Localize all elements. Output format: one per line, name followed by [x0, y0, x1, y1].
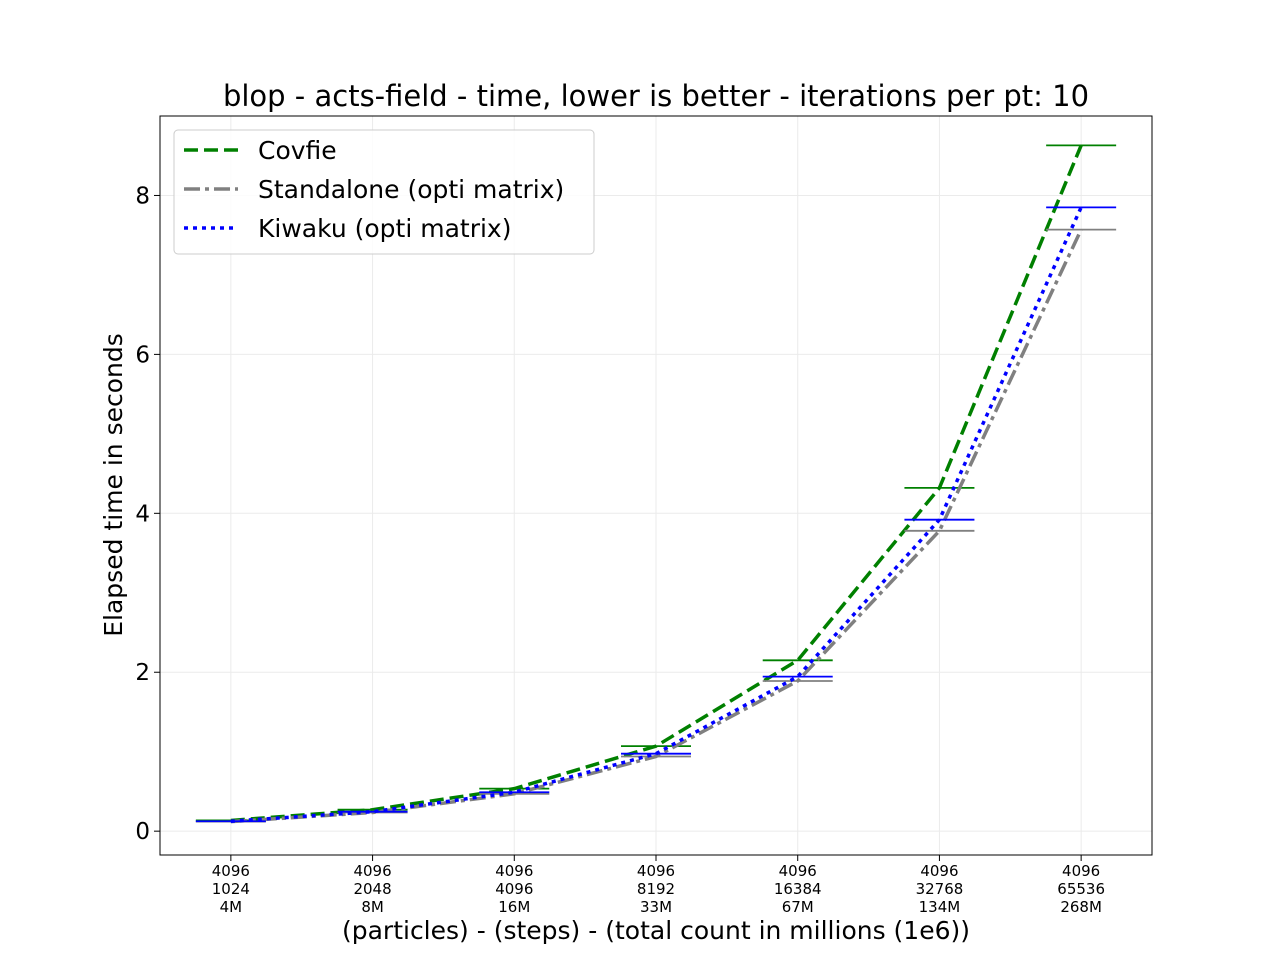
y-tick-label: 8 [135, 183, 150, 209]
x-axis: 409610244M409620488M4096409616M409681923… [212, 855, 1105, 916]
x-tick-label: 4096 [920, 862, 958, 880]
x-axis-label: (particles) - (steps) - (total count in … [342, 916, 970, 945]
chart-title: blop - acts-field - time, lower is bette… [223, 79, 1089, 113]
y-tick-label: 0 [135, 819, 150, 845]
legend: Covfie Standalone (opti matrix) Kiwaku (op… [173, 129, 595, 255]
x-tick-label: 65536 [1057, 880, 1105, 898]
legend-label: Covfie [258, 136, 337, 165]
x-tick-label: 16384 [774, 880, 822, 898]
y-tick-label: 6 [135, 342, 150, 368]
y-axis: 0 2 4 6 8 [135, 183, 160, 845]
x-tick-label: 4M [220, 898, 243, 916]
y-tick-label: 2 [135, 660, 150, 686]
x-tick-label: 4096 [495, 862, 533, 880]
series-3 [195, 206, 1117, 823]
legend-label: Kiwaku (opti matrix) [258, 214, 511, 243]
series-layer [195, 144, 1117, 824]
x-tick-label: 4096 [779, 862, 817, 880]
x-tick-label: 4096 [495, 880, 533, 898]
legend-box [173, 129, 595, 255]
x-tick-label: 1024 [212, 880, 250, 898]
x-tick-label: 32768 [916, 880, 964, 898]
x-tick-label: 8M [361, 898, 384, 916]
x-tick-label: 33M [640, 898, 672, 916]
x-tick-label: 268M [1060, 898, 1102, 916]
x-tick-label: 2048 [353, 880, 391, 898]
x-tick-label: 16M [498, 898, 530, 916]
x-tick-label: 8192 [637, 880, 675, 898]
x-tick-label: 4096 [637, 862, 675, 880]
x-tick-label: 134M [919, 898, 961, 916]
legend-label: Standalone (opti matrix) [258, 175, 564, 204]
x-tick-label: 4096 [212, 862, 250, 880]
y-axis-label: Elapsed time in seconds [99, 333, 128, 637]
x-tick-label: 67M [782, 898, 814, 916]
y-tick-label: 4 [135, 501, 150, 527]
x-tick-label: 4096 [1062, 862, 1100, 880]
x-tick-label: 4096 [353, 862, 391, 880]
